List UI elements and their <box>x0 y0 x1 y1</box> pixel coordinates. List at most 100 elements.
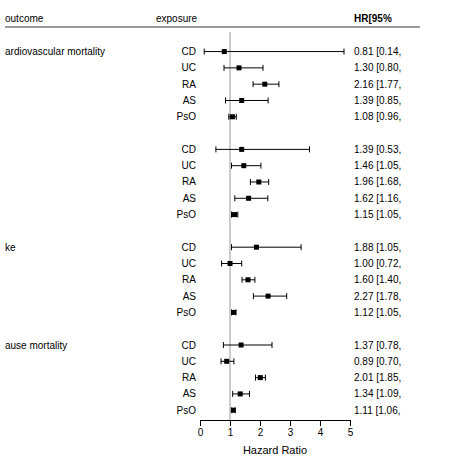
exposure-label: PsO <box>177 209 197 220</box>
row <box>231 407 236 413</box>
point <box>237 65 242 70</box>
point <box>222 49 227 54</box>
row <box>231 309 236 315</box>
data-label: 1.00 [0.72, <box>354 258 401 269</box>
cap-high <box>237 212 238 218</box>
cap-high <box>309 146 310 152</box>
tick: 5 <box>348 420 354 438</box>
exposure-label: AS <box>183 388 197 399</box>
point <box>258 375 263 380</box>
cap-high <box>268 179 269 185</box>
exposure-label: PsO <box>177 111 197 122</box>
cap-low <box>228 114 229 120</box>
cap-high <box>272 342 273 348</box>
cap-low <box>250 179 251 185</box>
cap-low <box>242 277 243 283</box>
cap-low <box>224 65 225 71</box>
point <box>228 261 233 266</box>
data-label: 1.62 [1.16, <box>354 193 401 204</box>
row <box>232 244 302 250</box>
row <box>232 212 238 218</box>
tick-label: 5 <box>348 427 354 438</box>
cap-high <box>241 260 242 266</box>
cap-high <box>263 65 264 71</box>
tick-label: 3 <box>288 427 294 438</box>
tick-label: 4 <box>318 427 324 438</box>
cap-low <box>234 195 235 201</box>
row <box>232 163 261 169</box>
cap-high <box>265 375 266 381</box>
exposure-label: UC <box>182 62 196 73</box>
point <box>224 359 229 364</box>
exposure-label: PsO <box>177 307 197 318</box>
exposure-label: PsO <box>177 405 197 416</box>
tick-mark <box>260 420 261 426</box>
tick: 4 <box>318 420 324 438</box>
data-label: 1.96 [1.68, <box>354 176 401 187</box>
point <box>231 310 236 315</box>
cap-high <box>268 97 269 103</box>
point <box>262 82 267 87</box>
axis-line <box>201 421 351 427</box>
exposure-label: UC <box>182 356 196 367</box>
data-label: 1.11 [1.06, <box>354 405 401 416</box>
row <box>221 358 234 364</box>
error-bar <box>223 345 272 346</box>
tick: 0 <box>198 420 204 438</box>
tick-mark <box>200 420 201 426</box>
exposure-label: CD <box>182 46 196 57</box>
point <box>246 196 251 201</box>
row <box>229 114 237 120</box>
tick-label: 0 <box>198 427 204 438</box>
data-label: 2.27 [1.78, <box>354 291 401 302</box>
data-label: 1.30 [0.80, <box>354 62 401 73</box>
data-label: 1.34 [1.09, <box>354 388 401 399</box>
cap-low <box>221 260 222 266</box>
exposure-label: CD <box>182 340 196 351</box>
point <box>241 163 246 168</box>
point <box>238 391 243 396</box>
cap-low <box>253 293 254 299</box>
error-bar <box>235 198 268 199</box>
cap-low <box>204 49 205 55</box>
exposure-label: AS <box>183 193 197 204</box>
tick: 2 <box>258 420 264 438</box>
data-label: 1.60 [1.40, <box>354 274 401 285</box>
row <box>253 81 279 87</box>
row <box>235 195 268 201</box>
data-label: 0.81 [0.14, <box>354 46 401 57</box>
data-label: 1.15 [1.05, <box>354 209 401 220</box>
cap-high <box>267 195 268 201</box>
tick-label: 2 <box>258 427 264 438</box>
cap-low <box>215 146 216 152</box>
data-label: 1.37 [0.78, <box>354 340 401 351</box>
data-label: 2.01 [1.85, <box>354 372 401 383</box>
tick-label: 1 <box>228 427 234 438</box>
marks <box>204 49 344 414</box>
data-label: 1.39 [0.85, <box>354 95 401 106</box>
tick-mark <box>290 420 291 426</box>
exposure-label: RA <box>182 274 196 285</box>
cap-low <box>253 81 254 87</box>
tick-mark <box>320 420 321 426</box>
cap-high <box>278 81 279 87</box>
error-bar <box>224 67 263 68</box>
exposure-label: AS <box>183 291 197 302</box>
row <box>224 65 263 71</box>
error-bar <box>226 100 269 101</box>
point <box>232 212 237 217</box>
row <box>250 179 268 185</box>
point <box>230 114 235 119</box>
labels: CD0.81 [0.14,UC1.30 [0.80,RA2.16 [1.77,A… <box>5 13 401 416</box>
exposure-label: AS <box>183 95 197 106</box>
cap-low <box>232 391 233 397</box>
row <box>222 260 242 266</box>
point <box>246 277 251 282</box>
exposure-label: RA <box>182 176 196 187</box>
data-label: 1.08 [0.96, <box>354 111 401 122</box>
row <box>223 342 272 348</box>
data-label: 0.89 [0.70, <box>354 356 401 367</box>
tick-mark <box>230 420 231 426</box>
cap-low <box>231 212 232 218</box>
exposure-label: UC <box>182 160 196 171</box>
